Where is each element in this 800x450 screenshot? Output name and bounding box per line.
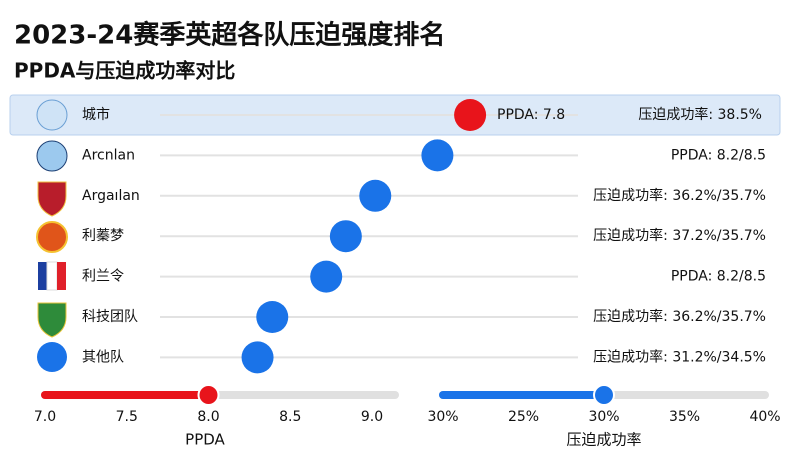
team-icon <box>36 140 68 172</box>
x-tick-label: 8.5 <box>279 409 301 425</box>
annotation: 压迫成功率: 31.2%/34.5% <box>593 348 766 365</box>
team-icon <box>37 342 67 372</box>
annotation: 压迫成功率: 38.5% <box>638 106 762 123</box>
x-tick-label: 25% <box>508 409 539 425</box>
x-tick-label: 7.5 <box>116 409 138 425</box>
dot <box>454 99 487 131</box>
team-icon <box>36 221 68 253</box>
dot <box>421 139 454 172</box>
team-icon <box>38 262 47 290</box>
team-name: 利蓁梦 <box>82 228 124 244</box>
dot <box>310 260 343 293</box>
x-tick-label: 30% <box>588 409 619 425</box>
team-name: 城市 <box>82 106 110 123</box>
chart-subtitle: PPDA与压迫成功率对比 <box>14 59 235 83</box>
team-name: Arcnlan <box>82 147 135 163</box>
team-icon <box>46 261 58 291</box>
team-name: 科技团队 <box>82 309 138 325</box>
team-name: 利兰令 <box>82 269 124 285</box>
x-tick-label: 7.0 <box>34 409 56 425</box>
team-icon <box>37 302 67 338</box>
team-icon <box>57 262 66 290</box>
x-tick-label: 40% <box>749 409 780 425</box>
annotation: 压迫成功率: 36.2%/35.7% <box>593 187 766 204</box>
team-icon <box>36 99 68 131</box>
chart-title: 2023-24赛季英超各队压迫强度排名 <box>14 20 445 51</box>
x-axis-label: 压迫成功率 <box>566 431 641 449</box>
team-name: 其他队 <box>82 349 124 365</box>
annotation: PPDA: 8.2/8.5 <box>671 147 766 163</box>
team-icons <box>36 99 68 372</box>
team-icon <box>37 181 67 217</box>
annotation: 压迫成功率: 37.2%/35.7% <box>593 227 766 244</box>
annotation: PPDA: 8.2/8.5 <box>671 269 766 285</box>
annotation: 压迫成功率: 36.2%/35.7% <box>593 308 766 325</box>
slider-knob <box>197 384 220 406</box>
x-axis-label: PPDA <box>185 431 225 449</box>
team-name: Argaılan <box>82 188 140 204</box>
x-tick-label: 8.0 <box>197 409 219 425</box>
dot <box>359 179 392 212</box>
annotation: PPDA: 7.8 <box>497 107 565 123</box>
x-tick-label: 30% <box>427 409 458 425</box>
slider-knob <box>593 384 615 406</box>
dot <box>329 220 362 253</box>
dot <box>241 341 274 374</box>
x-tick-label: 9.0 <box>361 409 383 425</box>
dot <box>256 301 289 333</box>
x-tick-label: 35% <box>669 409 700 425</box>
